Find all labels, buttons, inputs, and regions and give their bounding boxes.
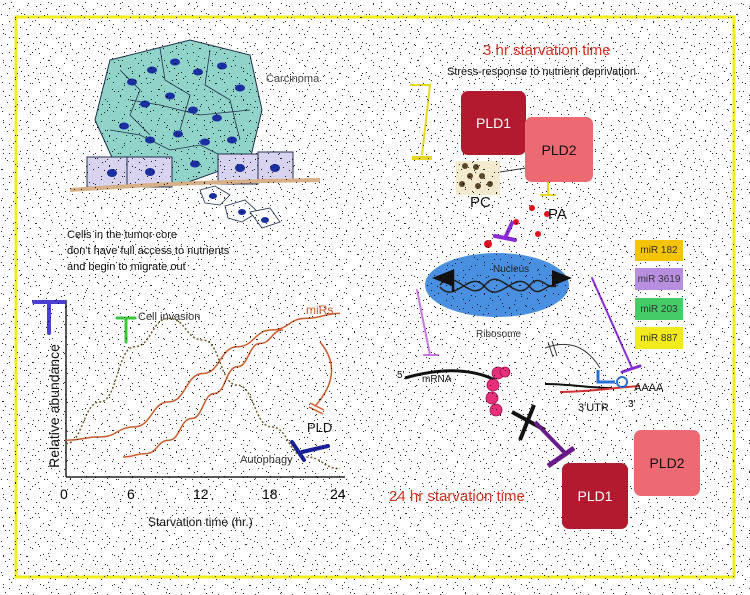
mir-887-box: miR 887 — [635, 327, 683, 349]
label-mirs: miRs — [306, 303, 334, 317]
subtitle-stress: Stress-response to nutrient deprivation — [447, 66, 636, 78]
five-prime-label: 5' — [397, 370, 405, 381]
caption-line-1: Cells in the tumor core — [67, 229, 178, 241]
label-autophagy: Autophagy — [240, 454, 293, 466]
pc-label: PC — [470, 194, 491, 211]
pld2-box-bottom: PLD2 — [634, 430, 700, 496]
carcinoma-label: Carcinoma — [266, 73, 320, 85]
title-24hr: 24 hr starvation time — [389, 488, 525, 505]
mrna-label: mRNA — [422, 374, 452, 385]
x-tick-0: 0 — [60, 486, 68, 502]
pa-label: PA — [548, 206, 567, 223]
caption-line-3: and begin to migrate out — [67, 261, 186, 273]
x-tick-18: 18 — [262, 486, 278, 502]
ribosome-label: Ribosome — [476, 329, 522, 340]
chart-ylabel: Relative abundance — [45, 344, 62, 468]
pld1-box-top: PLD1 — [461, 91, 526, 155]
polya-label: AAAA — [634, 382, 664, 394]
label-cell-invasion: Cell invasion — [138, 311, 201, 323]
pld1-box-bottom: PLD1 — [562, 463, 628, 529]
three-prime-label: 3' — [628, 399, 636, 410]
title-3hr: 3 hr starvation time — [483, 42, 611, 59]
mir-203-box: miR 203 — [635, 298, 683, 320]
chart-xlabel: Starvation time (hr.) — [148, 515, 253, 529]
mir-3619-box: miR 3619 — [635, 268, 683, 290]
caption-line-2: don't have full access to nutrients — [67, 245, 230, 257]
nucleus-label: Nucleus — [493, 264, 530, 275]
label-pld: PLD — [307, 420, 333, 435]
x-tick-24: 24 — [330, 486, 346, 502]
three-utr-label: 3'UTR — [578, 402, 609, 414]
x-tick-12: 12 — [193, 486, 209, 502]
x-tick-6: 6 — [127, 486, 135, 502]
mir-182-box: miR 182 — [635, 240, 683, 261]
pld2-box-top: PLD2 — [525, 117, 593, 182]
